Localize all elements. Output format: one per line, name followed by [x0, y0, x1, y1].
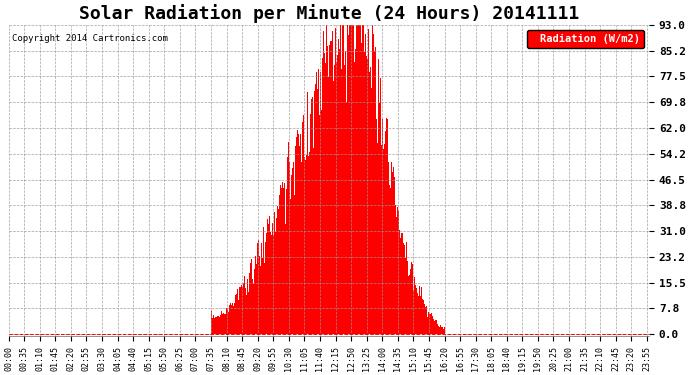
- Legend: Radiation (W/m2): Radiation (W/m2): [527, 30, 644, 48]
- Text: Copyright 2014 Cartronics.com: Copyright 2014 Cartronics.com: [12, 34, 168, 43]
- Title: Solar Radiation per Minute (24 Hours) 20141111: Solar Radiation per Minute (24 Hours) 20…: [79, 4, 579, 23]
